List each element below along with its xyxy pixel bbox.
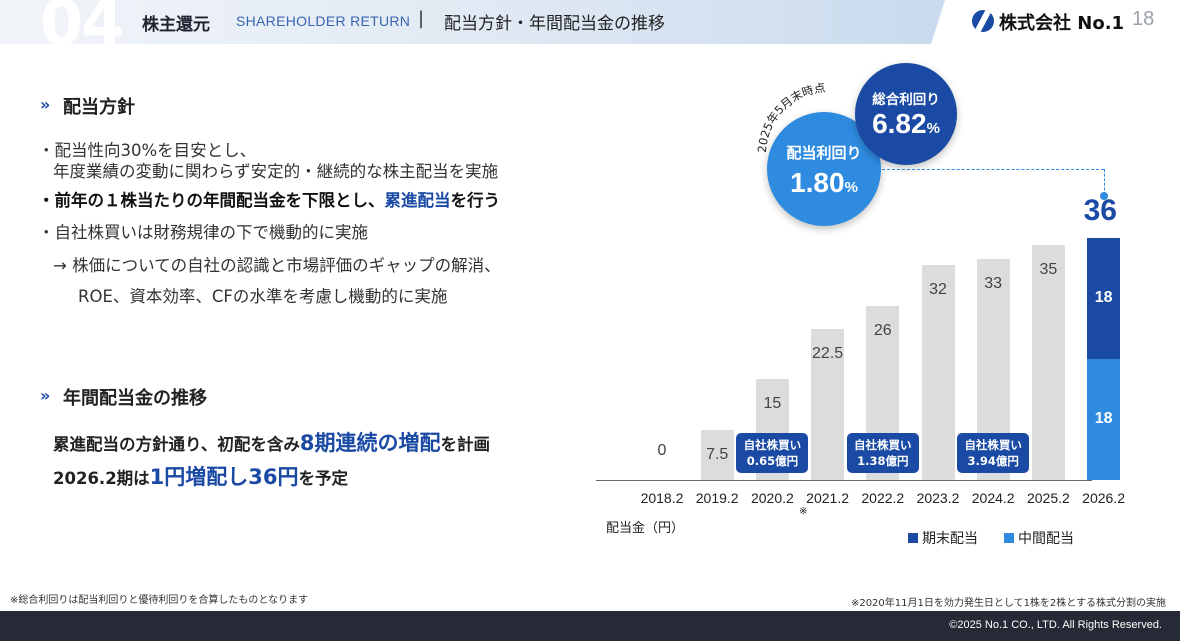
header-band xyxy=(0,0,945,44)
x-tick-label: 2020.2 xyxy=(750,490,794,506)
chevron-right-icon: » xyxy=(40,386,50,405)
bar-segment-label: 18 xyxy=(1094,288,1113,306)
axis-unit-label: 配当金（円） xyxy=(606,521,685,536)
legend-item: 中間配当 xyxy=(1004,528,1074,548)
section-subtitle: SHAREHOLDER RETURN xyxy=(236,13,411,29)
title-separator: | xyxy=(418,8,425,29)
buyback-badge: 自社株買い 3.94億円 xyxy=(957,433,1030,473)
connector-dot xyxy=(1099,192,1108,200)
x-tick-label: 2025.2 xyxy=(1026,490,1070,506)
trend-highlight: 8期連続の増配 xyxy=(299,431,441,455)
page-title: 配当方針・年間配当金の推移 xyxy=(444,14,665,34)
policy-line-text: ・前年の１株当たりの年間配当金を下限とし、 xyxy=(38,191,385,210)
x-tick-label: 2023.2 xyxy=(916,490,960,506)
chart-bar-interim xyxy=(1087,359,1121,480)
bar-value-label: 32 xyxy=(929,281,947,299)
x-tick-label: 2019.2 xyxy=(695,490,739,506)
total-yield-circle: 総合利回り 6.82% xyxy=(855,63,957,165)
trend-text: 2026.2期は xyxy=(53,469,150,488)
dividend-yield-value: 1.80% xyxy=(767,167,881,199)
legend-item: 期末配当 xyxy=(908,528,978,548)
bar-value-label: 0 xyxy=(657,442,667,459)
policy-heading: 配当方針 xyxy=(63,97,135,118)
chevron-right-icon: » xyxy=(40,95,50,114)
connector-line xyxy=(882,169,1104,170)
policy-line: → 株価についての自社の認識と市場評価のギャップの解消、 xyxy=(53,256,501,275)
section-number: 04 xyxy=(40,0,124,59)
progressive-dividend-text: 累進配当 xyxy=(384,191,451,210)
policy-line: 年度業績の変動に関わらず安定的・継続的な株主配当を実施 xyxy=(53,162,499,181)
bar-value-label: 22.5 xyxy=(812,345,844,363)
chart-bar xyxy=(700,429,734,480)
x-tick-label: 2026.2 xyxy=(1082,490,1125,506)
policy-line: ・自社株買いは財務規律の下で機動的に実施 xyxy=(38,223,368,242)
bar-value-label: 26 xyxy=(873,321,892,339)
percent-unit: % xyxy=(926,120,940,137)
company-name: 株式会社 No.1 xyxy=(999,13,1125,34)
bar-value-label: 7.5 xyxy=(706,445,729,463)
dividend-yield-label: 配当利回り xyxy=(786,144,862,162)
footer-bar xyxy=(0,611,1180,641)
dividend-bar-chart: 2025年5月末時点 配当利回り 1.80% 総合利回り 6.82% 配当金（円… xyxy=(590,55,1180,560)
percent-unit: % xyxy=(844,179,858,196)
trend-line: 2026.2期は1円増配し36円を予定 xyxy=(53,461,348,491)
chart-bar xyxy=(921,265,955,480)
buyback-label: 自社株買い xyxy=(964,438,1022,452)
legend-label: 期末配当 xyxy=(922,531,978,547)
total-yield-value: 6.82% xyxy=(855,108,957,140)
connector-line xyxy=(1103,169,1105,195)
buyback-amount: 1.38億円 xyxy=(857,454,909,468)
page-number: 18 xyxy=(1132,8,1155,30)
policy-line: ・配当性向30%を目安とし、 xyxy=(38,141,257,160)
trend-highlight: 1円増配し36円 xyxy=(149,465,299,489)
buyback-amount: 0.65億円 xyxy=(746,454,799,468)
total-yield-number: 6.82 xyxy=(872,108,927,139)
legend-swatch xyxy=(908,533,918,543)
section-title: 株主還元 xyxy=(142,15,210,35)
footnote-left: ※総合利回りは配当利回りと優待利回りを合算したものとなります xyxy=(10,595,309,606)
x-tick-label: 2024.2 xyxy=(971,490,1015,506)
trend-text: 累進配当の方針通り、初配を含み xyxy=(53,435,300,454)
legend-label: 中間配当 xyxy=(1018,531,1074,547)
x-tick-label: 2021.2 xyxy=(806,490,849,506)
footnote-right: ※2020年11月1日を効力発生日として1株を2株とする株式分割の実施 xyxy=(850,598,1166,609)
bar-value-label: 33 xyxy=(984,274,1003,292)
trend-line: 累進配当の方針通り、初配を含み8期連続の増配を計画 xyxy=(53,427,490,457)
buyback-label: 自社株買い xyxy=(854,438,912,452)
x-tick-label: 2022.2 xyxy=(861,490,905,506)
legend-swatch xyxy=(1004,533,1014,543)
buyback-amount: 3.94億円 xyxy=(967,454,1019,468)
chart-baseline xyxy=(596,480,1092,481)
bar-value-label: 35 xyxy=(1039,261,1058,279)
policy-line-text: を行う xyxy=(450,191,501,210)
buyback-label: 自社株買い xyxy=(743,438,802,452)
copyright: ©2025 No.1 CO., LTD. All Rights Reserved… xyxy=(949,619,1162,631)
bar-value-label: 15 xyxy=(763,395,782,413)
slide-header: 04 株主還元 SHAREHOLDER RETURN | 配当方針・年間配当金の… xyxy=(0,0,1180,59)
policy-line: ROE、資本効率、CFの水準を考慮し機動的に実施 xyxy=(78,287,448,306)
chart-bar xyxy=(811,329,845,480)
buyback-badge: 自社株買い 1.38億円 xyxy=(846,433,919,473)
buyback-badge: 自社株買い 0.65億円 xyxy=(736,433,809,473)
trend-text: を計画 xyxy=(440,435,490,454)
trend-heading: 年間配当金の推移 xyxy=(63,388,207,409)
company-logo-icon xyxy=(972,10,994,32)
chart-bar xyxy=(1031,245,1065,480)
policy-line-bold: ・前年の１株当たりの年間配当金を下限とし、累進配当を行う xyxy=(38,187,500,211)
x-tick-label: 2018.2 xyxy=(640,490,684,506)
total-yield-label: 総合利回り xyxy=(872,92,940,108)
chart-bar-period-end xyxy=(1087,238,1121,360)
bar-segment-label: 18 xyxy=(1094,409,1113,427)
trend-text: を予定 xyxy=(298,469,349,488)
split-note-mark: ※ xyxy=(799,506,808,517)
dividend-yield-number: 1.80 xyxy=(790,167,845,198)
bar-total-label: 36 xyxy=(1083,194,1117,228)
